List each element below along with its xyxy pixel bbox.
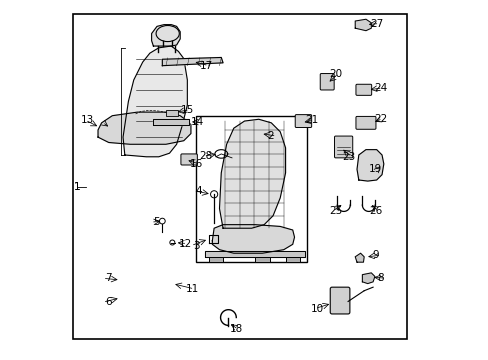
Text: 23: 23 bbox=[342, 152, 355, 162]
Polygon shape bbox=[219, 119, 285, 228]
Polygon shape bbox=[123, 46, 187, 157]
FancyBboxPatch shape bbox=[334, 136, 352, 158]
Polygon shape bbox=[362, 273, 374, 284]
Text: 24: 24 bbox=[373, 83, 386, 93]
Text: 4: 4 bbox=[195, 186, 202, 196]
Text: 3: 3 bbox=[193, 241, 200, 251]
FancyBboxPatch shape bbox=[329, 287, 349, 314]
Bar bbox=[196, 116, 306, 262]
Text: 28: 28 bbox=[199, 151, 212, 161]
FancyBboxPatch shape bbox=[355, 84, 371, 95]
Text: 27: 27 bbox=[370, 18, 383, 28]
Text: 18: 18 bbox=[229, 324, 242, 334]
FancyBboxPatch shape bbox=[355, 116, 375, 129]
Polygon shape bbox=[153, 119, 189, 125]
Bar bbox=[165, 111, 178, 116]
Ellipse shape bbox=[156, 26, 179, 41]
FancyBboxPatch shape bbox=[320, 73, 333, 90]
Text: 6: 6 bbox=[105, 297, 111, 307]
Text: 13: 13 bbox=[81, 115, 94, 125]
Text: 10: 10 bbox=[310, 303, 323, 314]
Text: 7: 7 bbox=[105, 273, 111, 283]
Text: 1: 1 bbox=[74, 182, 80, 192]
Polygon shape bbox=[98, 112, 190, 144]
Text: 21: 21 bbox=[305, 115, 318, 125]
Text: 8: 8 bbox=[377, 273, 383, 283]
Text: 17: 17 bbox=[200, 61, 213, 71]
Text: 11: 11 bbox=[185, 284, 199, 294]
Bar bbox=[255, 257, 269, 262]
Text: 22: 22 bbox=[373, 113, 386, 123]
Text: 2: 2 bbox=[267, 131, 274, 141]
Polygon shape bbox=[151, 24, 180, 46]
Bar bbox=[208, 257, 223, 262]
Text: 1: 1 bbox=[74, 182, 80, 192]
Polygon shape bbox=[356, 150, 383, 181]
Text: 20: 20 bbox=[329, 68, 342, 78]
Polygon shape bbox=[162, 58, 223, 66]
Text: 25: 25 bbox=[328, 206, 341, 216]
Text: 19: 19 bbox=[368, 164, 381, 174]
Text: 16: 16 bbox=[190, 159, 203, 169]
FancyBboxPatch shape bbox=[295, 114, 311, 127]
FancyBboxPatch shape bbox=[181, 154, 197, 165]
Bar bbox=[285, 257, 299, 262]
Polygon shape bbox=[354, 19, 370, 31]
Polygon shape bbox=[354, 253, 364, 262]
Text: 12: 12 bbox=[178, 239, 191, 249]
Text: 14: 14 bbox=[190, 117, 204, 127]
Text: 26: 26 bbox=[369, 206, 382, 216]
Text: 15: 15 bbox=[181, 105, 194, 114]
Text: 5: 5 bbox=[153, 217, 160, 227]
Polygon shape bbox=[212, 225, 294, 253]
Polygon shape bbox=[205, 251, 305, 257]
Text: 9: 9 bbox=[372, 250, 378, 260]
